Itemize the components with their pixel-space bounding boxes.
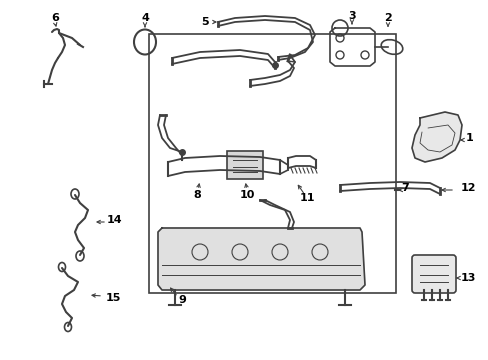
Text: 12: 12 [459,183,475,193]
Text: 13: 13 [459,273,475,283]
Text: 8: 8 [193,190,201,200]
Text: 10: 10 [239,190,254,200]
Text: 1: 1 [465,133,473,143]
Text: 9: 9 [178,295,185,305]
Text: 15: 15 [105,293,121,303]
Text: 6: 6 [51,13,59,23]
Bar [149,34,395,293]
Polygon shape [411,112,461,162]
Text: 7: 7 [400,183,408,193]
Text: 2: 2 [384,13,391,23]
Polygon shape [158,228,364,290]
Text: 5: 5 [201,17,208,27]
FancyBboxPatch shape [411,255,455,293]
FancyBboxPatch shape [226,151,263,179]
Text: 4: 4 [141,13,149,23]
Text: 3: 3 [347,11,355,21]
Text: 14: 14 [107,215,122,225]
Text: 11: 11 [299,193,314,203]
